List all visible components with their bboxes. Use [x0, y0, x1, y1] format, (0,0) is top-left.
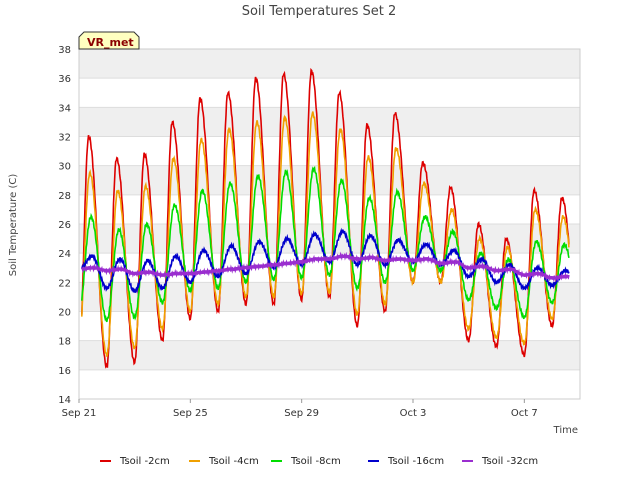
legend: Tsoil -2cm Tsoil -4cm Tsoil -8cm Tsoil -16c…	[100, 456, 538, 467]
y-tick-label: 22	[58, 278, 71, 289]
y-tick-label: 24	[58, 249, 71, 260]
x-tick-label: Sep 25	[173, 408, 208, 419]
legend-label: Tsoil -32cm	[481, 456, 538, 467]
y-tick-label: 38	[58, 45, 71, 56]
site-tag-label: VR_met	[87, 36, 134, 49]
legend-label: Tsoil -16cm	[387, 456, 444, 467]
y-axis-ticks: 14 16 18 20 22 24 26 28 30 32 34 36 38	[58, 45, 71, 406]
y-tick-label: 18	[58, 337, 71, 348]
grid-band	[79, 165, 580, 195]
x-tick-label: Oct 3	[400, 408, 427, 419]
y-tick-label: 36	[58, 74, 71, 85]
y-tick-label: 14	[58, 395, 71, 406]
y-tick-label: 20	[58, 308, 71, 319]
y-tick-label: 16	[58, 366, 71, 377]
x-axis-ticks: Sep 21 Sep 25 Sep 29 Oct 3 Oct 7	[62, 399, 538, 419]
grid-band	[79, 49, 580, 79]
x-tick-label: Sep 21	[62, 408, 97, 419]
y-tick-label: 30	[58, 162, 71, 173]
legend-label: Tsoil -8cm	[290, 456, 341, 467]
chart-title: Soil Temperatures Set 2	[242, 4, 397, 19]
site-tag: VR_met	[78, 31, 140, 50]
plot-frame	[78, 48, 581, 400]
legend-label: Tsoil -4cm	[208, 456, 259, 467]
y-tick-label: 32	[58, 133, 71, 144]
grid-band	[79, 340, 580, 370]
series-lines	[81, 67, 570, 369]
x-axis-label: Time	[553, 425, 578, 436]
y-axis-label: Soil Temperature (C)	[8, 174, 19, 277]
grid-band	[79, 107, 580, 137]
series-line-tsoilm32cm	[81, 251, 570, 283]
x-tick-label: Oct 7	[511, 408, 538, 419]
series-line-tsoilm4cm	[81, 111, 570, 357]
plot-background-bands	[79, 49, 580, 370]
legend-label: Tsoil -2cm	[119, 456, 170, 467]
y-tick-label: 26	[58, 220, 71, 231]
site-tag-box	[78, 31, 140, 50]
x-tick-label: Sep 29	[284, 408, 319, 419]
y-tick-label: 28	[58, 191, 71, 202]
grid-band	[79, 224, 580, 254]
y-tick-label: 34	[58, 103, 71, 114]
